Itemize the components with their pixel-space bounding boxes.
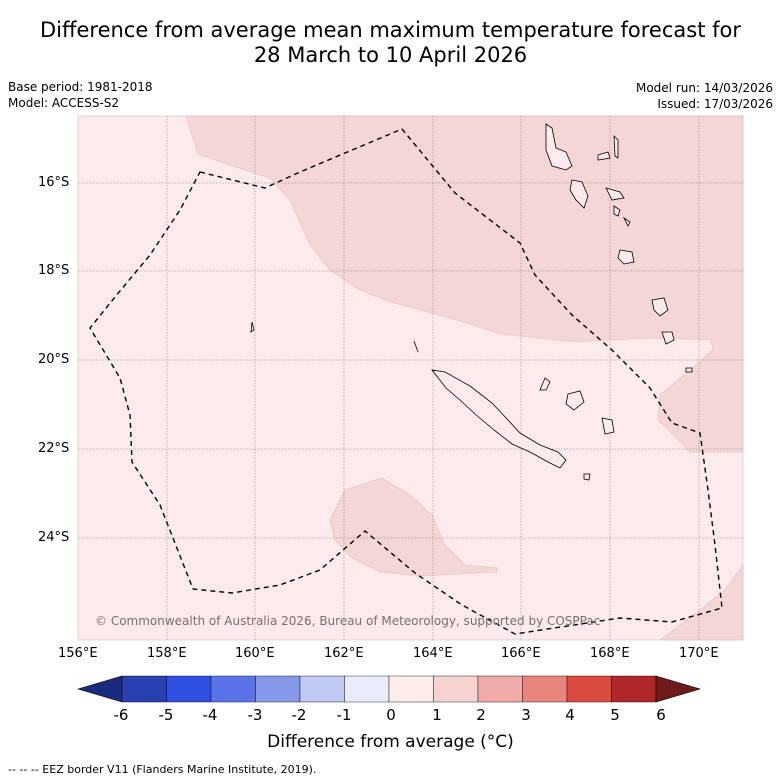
colorbar-label: 1	[432, 706, 442, 724]
map-title: Difference from average mean maximum tem…	[0, 18, 781, 68]
colorbar-swatch	[344, 675, 390, 703]
colorbar-label: -5	[158, 706, 174, 724]
colorbar-label: -4	[202, 706, 218, 724]
new-caledonia-island	[431, 369, 567, 469]
colorbar-swatch	[299, 675, 345, 703]
anomaly-region-northeast	[185, 115, 744, 453]
map-frame	[77, 115, 744, 641]
islet-southeast	[583, 473, 591, 481]
graticule	[78, 116, 743, 640]
model-name: Model: ACCESS-S2	[8, 96, 120, 110]
issued-date: Issued: 17/03/2026	[657, 97, 773, 111]
anomaly-region-south	[329, 477, 498, 577]
colorbar-label: 3	[521, 706, 531, 724]
lat-tick-22s: 22°S	[38, 441, 70, 456]
colorbar-swatch	[611, 675, 657, 703]
lon-tick-160e: 160°E	[235, 646, 275, 661]
colorbar-label: 4	[565, 706, 575, 724]
colorbar-swatch	[388, 675, 434, 703]
lon-tick-168e: 168°E	[590, 646, 630, 661]
colorbar-swatch	[210, 675, 256, 703]
copyright-notice: © Commonwealth of Australia 2026, Bureau…	[95, 614, 601, 628]
colorbar-label: -6	[113, 706, 129, 724]
eez-legend-footnote: -- -- -- EEZ border V11 (Flanders Marine…	[8, 763, 317, 776]
colorbar-label: -2	[291, 706, 307, 724]
lat-tick-24s: 24°S	[38, 530, 70, 545]
base-period: Base period: 1981-2018	[8, 80, 153, 94]
colorbar	[76, 675, 702, 703]
lon-tick-162e: 162°E	[324, 646, 364, 661]
loyalty-island-1	[539, 377, 551, 391]
colorbar-label: 6	[656, 706, 666, 724]
meta-right: Model run: 14/03/2026 Issued: 17/03/2026	[636, 80, 773, 112]
islet-belep	[413, 340, 419, 353]
title-line-2: 28 March to 10 April 2026	[253, 43, 528, 67]
colorbar-label: 0	[386, 706, 396, 724]
model-run: Model run: 14/03/2026	[635, 81, 773, 95]
colorbar-extend-low	[76, 675, 123, 703]
colorbar-label: -3	[247, 706, 263, 724]
colorbar-label: -1	[336, 706, 352, 724]
colorbar-extend-high	[655, 675, 702, 703]
colorbar-swatch	[255, 675, 301, 703]
colorbar-swatch	[477, 675, 523, 703]
lon-tick-158e: 158°E	[147, 646, 187, 661]
meta-left: Base period: 1981-2018 Model: ACCESS-S2	[8, 79, 153, 111]
lat-tick-18s: 18°S	[38, 263, 70, 278]
lon-tick-156e: 156°E	[58, 646, 98, 661]
loyalty-island-3	[601, 417, 615, 435]
vanuatu-islands	[545, 123, 693, 373]
lon-tick-166e: 166°E	[501, 646, 541, 661]
colorbar-swatch	[166, 675, 212, 703]
lat-tick-20s: 20°S	[38, 352, 70, 367]
lon-tick-164e: 164°E	[413, 646, 453, 661]
colorbar-swatch	[433, 675, 479, 703]
colorbar-label: 2	[476, 706, 486, 724]
colorbar-title: Difference from average (°C)	[267, 732, 514, 752]
colorbar-swatch	[566, 675, 612, 703]
islet-chesterfield	[250, 321, 255, 333]
colorbar-label: 5	[610, 706, 620, 724]
title-line-1: Difference from average mean maximum tem…	[40, 18, 741, 42]
colorbar-swatch	[522, 675, 568, 703]
lon-tick-170e: 170°E	[679, 646, 719, 661]
loyalty-island-2	[565, 390, 585, 411]
colorbar-swatch	[121, 675, 167, 703]
eez-border	[89, 128, 723, 635]
lat-tick-16s: 16°S	[38, 175, 70, 190]
